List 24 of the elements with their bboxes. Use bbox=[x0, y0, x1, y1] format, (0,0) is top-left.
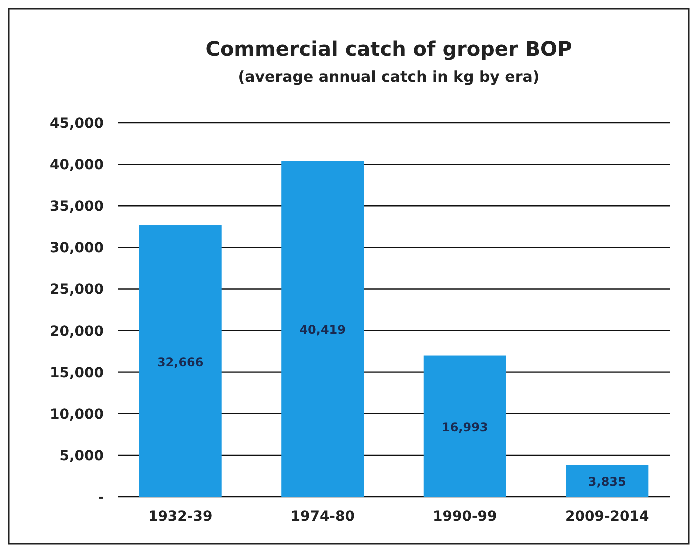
bar bbox=[282, 161, 364, 497]
y-tick-label: 40,000 bbox=[50, 158, 104, 174]
y-tick-label: 5,000 bbox=[60, 448, 104, 464]
data-label: 3,835 bbox=[588, 475, 626, 490]
x-tick-label: 1974-80 bbox=[290, 509, 356, 525]
y-tick-label: 20,000 bbox=[50, 324, 104, 340]
data-label: 16,993 bbox=[442, 420, 488, 434]
data-label: 32,666 bbox=[157, 355, 204, 370]
y-tick-label: 25,000 bbox=[50, 282, 104, 298]
data-label: 40,419 bbox=[300, 323, 346, 338]
y-tick-label: 30,000 bbox=[50, 240, 104, 257]
y-tick-label: - bbox=[98, 490, 104, 506]
bar bbox=[424, 356, 506, 497]
x-tick-label: 1932-39 bbox=[148, 509, 213, 525]
bar bbox=[139, 226, 222, 497]
chart-subtitle: (average annual catch in kg by era) bbox=[238, 68, 540, 86]
y-tick-label: 15,000 bbox=[50, 365, 104, 382]
y-tick-label: 10,000 bbox=[50, 406, 104, 423]
chart-title: Commercial catch of groper BOP bbox=[206, 37, 572, 61]
x-tick-label: 1990-99 bbox=[433, 509, 498, 525]
y-tick-label: 35,000 bbox=[50, 199, 104, 216]
y-tick-label: 45,000 bbox=[50, 116, 104, 132]
bar bbox=[566, 465, 649, 497]
x-tick-label: 2009-2014 bbox=[566, 509, 650, 525]
